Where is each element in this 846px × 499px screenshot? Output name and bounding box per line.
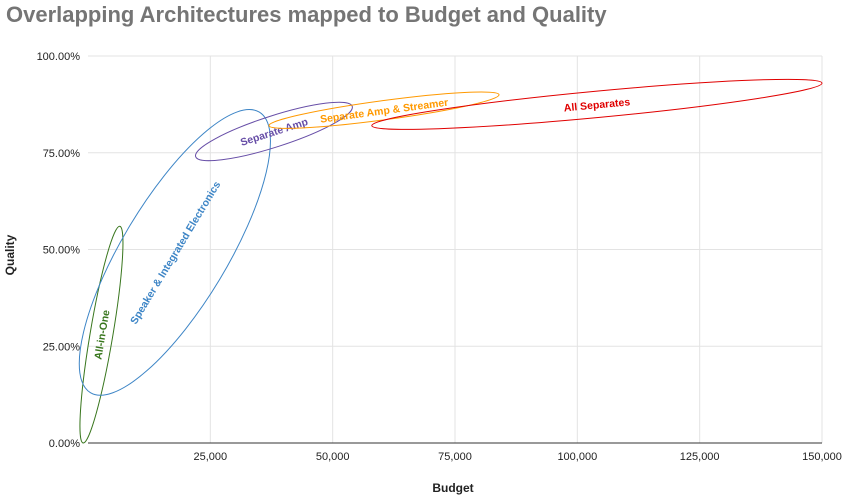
region-ellipse — [79, 225, 124, 444]
x-tick-label: 25,000 — [194, 451, 228, 463]
y-tick-label: 50.00% — [43, 245, 81, 257]
x-axis-title: Budget — [432, 481, 473, 495]
y-tick-label: 0.00% — [49, 438, 80, 450]
region-label: All Separates — [563, 96, 631, 114]
x-tick-label: 150,000 — [802, 451, 842, 463]
y-tick-label: 75.00% — [43, 148, 81, 160]
tick-labels: 25,000 50,000 75,000 100,000 125,000 150,000 0… — [37, 51, 842, 463]
region-label: Speaker & Integrated Electronics — [128, 179, 223, 326]
y-axis-title: Quality — [3, 234, 17, 275]
region-label: Separate Amp — [239, 116, 310, 149]
gridlines — [88, 55, 823, 444]
region-ellipse — [78, 109, 271, 396]
region-all-in-one: All-in-One — [79, 225, 124, 444]
y-tick-label: 100.00% — [37, 51, 81, 63]
region-separate-amp: Separate Amp — [195, 101, 353, 162]
x-tick-label: 75,000 — [438, 451, 472, 463]
x-tick-label: 100,000 — [557, 451, 597, 463]
region-ellipse — [195, 101, 353, 162]
x-tick-label: 50,000 — [316, 451, 350, 463]
x-tick-label: 125,000 — [680, 451, 720, 463]
region-ellipse — [371, 78, 823, 130]
chart-title: Overlapping Architectures mapped to Budg… — [6, 2, 607, 27]
y-tick-label: 25.00% — [43, 341, 81, 353]
